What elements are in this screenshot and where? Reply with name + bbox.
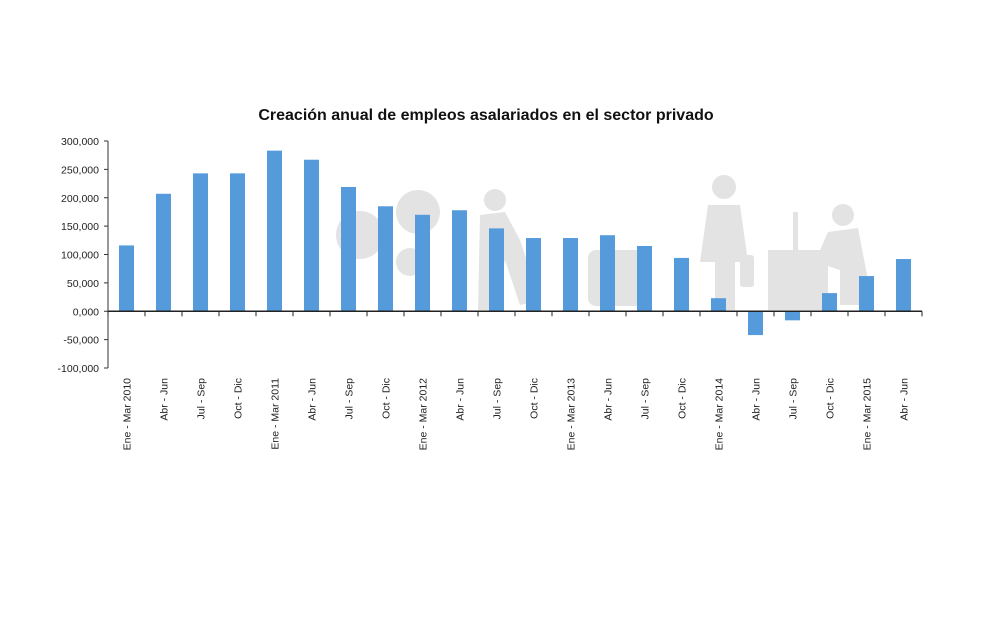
x-tick-label: Jul - Sep xyxy=(196,378,208,420)
x-tick-label: Ene - Mar 2010 xyxy=(122,378,134,451)
y-tick-label: 250,000 xyxy=(61,164,99,176)
x-tick-label: Abr - Jun xyxy=(899,378,911,421)
x-tick-label: Oct - Dic xyxy=(677,378,689,419)
x-tick-label: Abr - Jun xyxy=(603,378,615,421)
x-tick-label: Ene - Mar 2013 xyxy=(566,378,578,451)
x-tick-label: Jul - Sep xyxy=(640,378,652,420)
bar xyxy=(859,276,874,312)
bar xyxy=(378,206,393,312)
y-tick-label: 50,000 xyxy=(67,278,99,290)
woman-icon-body xyxy=(700,205,748,310)
bars xyxy=(119,150,911,336)
x-axis: Ene - Mar 2010 Abr - Jun Jul - Sep Oct - Di… xyxy=(107,310,923,451)
y-tick-label: 100,000 xyxy=(61,250,99,262)
office-worker-body xyxy=(815,228,868,305)
bar xyxy=(563,238,578,312)
bar xyxy=(119,245,134,312)
x-tick-label: Ene - Mar 2012 xyxy=(418,378,430,451)
y-tick-label: 0,000 xyxy=(73,306,99,318)
x-tick-label: Oct - Dic xyxy=(825,378,837,419)
bar xyxy=(711,298,726,312)
bar xyxy=(230,173,245,312)
y-tick-label: 200,000 xyxy=(61,193,99,205)
bar xyxy=(600,235,615,312)
x-tick-label: Ene - Mar 2011 xyxy=(270,378,282,450)
bar xyxy=(267,150,282,312)
y-tick-label: 150,000 xyxy=(61,221,99,233)
x-tick-label: Abr - Jun xyxy=(159,378,171,421)
woman-icon xyxy=(712,175,736,199)
bar xyxy=(341,186,356,312)
bar xyxy=(452,210,467,312)
bar xyxy=(526,238,541,312)
y-tick-label: -100,000 xyxy=(58,363,100,375)
x-tick-label: Oct - Dic xyxy=(381,378,393,419)
bar xyxy=(822,293,837,312)
x-tick-label: Ene - Mar 2015 xyxy=(862,378,874,451)
bar xyxy=(674,257,689,312)
x-tick-label: Jul - Sep xyxy=(344,378,356,420)
person-walking-icon xyxy=(484,189,506,211)
bar xyxy=(785,311,800,321)
x-tick-label: Abr - Jun xyxy=(307,378,319,421)
chart-title: Creación anual de empleos asalariados en… xyxy=(258,107,714,124)
bar xyxy=(748,311,763,336)
office-worker-icon xyxy=(832,204,854,226)
bar xyxy=(304,159,319,312)
bar xyxy=(489,228,504,312)
x-tick-label: Abr - Jun xyxy=(455,378,467,421)
bar xyxy=(415,214,430,312)
y-axis: 300,000 250,000 200,000 150,000 100,000 50,00… xyxy=(58,136,109,375)
x-tick-label: Jul - Sep xyxy=(492,378,504,420)
x-tick-label: Abr - Jun xyxy=(751,378,763,421)
bar xyxy=(156,193,171,312)
x-tick-label: Oct - Dic xyxy=(233,378,245,419)
bar xyxy=(637,245,652,312)
bar xyxy=(896,259,911,312)
y-tick-label: 300,000 xyxy=(61,136,99,148)
y-tick-label: -50,000 xyxy=(63,335,99,347)
monitor-icon xyxy=(793,212,798,250)
bar xyxy=(193,173,208,312)
bag-icon xyxy=(740,255,754,287)
x-tick-label: Jul - Sep xyxy=(788,378,800,420)
x-tick-label: Ene - Mar 2014 xyxy=(714,378,726,451)
x-tick-label: Oct - Dic xyxy=(529,378,541,419)
